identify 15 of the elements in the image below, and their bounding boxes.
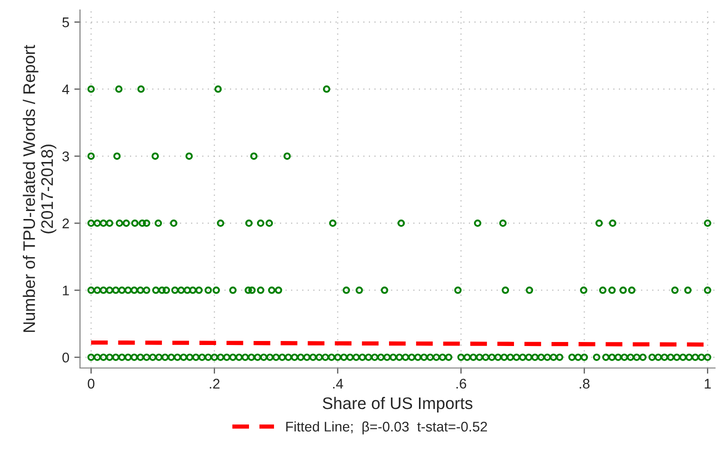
x-tick-label: 1 [704,378,711,388]
y-tick-label: 5 [62,18,69,28]
x-tick-label: .4 [333,378,344,388]
x-tick-label: .8 [580,378,590,389]
y-axis-title: Number of TPU-related Words / Report (2017-2018) [22,44,56,332]
x-tick-label: .2 [210,378,220,388]
y-tick-label: 4 [62,84,70,94]
x-tick-label: .6 [456,378,466,389]
y-tick-label: 3 [62,151,69,162]
x-tick-label: 0 [88,378,94,389]
y-tick-label: 1 [62,286,69,296]
y-tick-label: 2 [62,218,69,228]
y-tick-label: 0 [62,352,70,362]
x-axis-title: Share of US Imports [322,396,472,412]
legend-label: Fitted Line; β=-0.03 t-stat=-0.52 [286,421,487,434]
